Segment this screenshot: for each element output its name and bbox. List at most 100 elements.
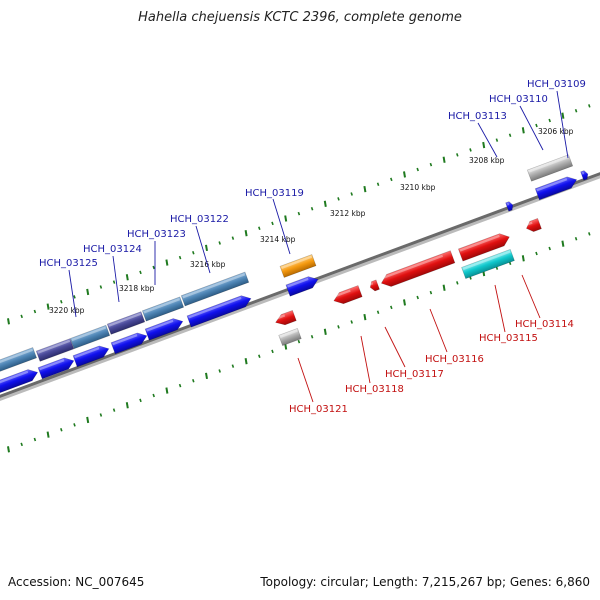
forward-gene-arrow: [0, 369, 39, 394]
tick-mark: [508, 133, 512, 137]
kbp-label: 3206 kbp: [538, 127, 574, 136]
gene-label-hch03125: HCH_03125: [39, 258, 98, 269]
feature-box: [0, 347, 37, 373]
tick-mark: [244, 230, 248, 237]
tick-mark: [416, 295, 419, 300]
tick-mark: [99, 285, 103, 289]
leader-line: [494, 284, 506, 333]
feature-box: [180, 271, 250, 307]
feature-box: [141, 296, 185, 322]
gene-label-hch03121: HCH_03121: [289, 404, 348, 415]
gene-label-hch03118: HCH_03118: [345, 384, 404, 395]
forward-gene-arrow: [110, 332, 148, 355]
forward-gene-arrow: [285, 276, 319, 297]
kbp-label: 3214 kbp: [260, 235, 296, 244]
tick-mark: [139, 398, 142, 403]
tick-mark: [495, 138, 499, 142]
tick-mark: [442, 156, 446, 163]
forward-gene-arrow: [37, 357, 75, 380]
tick-mark: [60, 427, 63, 432]
gene-label-hch03119: HCH_03119: [245, 188, 304, 199]
tick-mark: [46, 431, 50, 438]
tick-mark: [403, 171, 406, 178]
tick-mark: [416, 167, 419, 172]
feature-box: [279, 254, 317, 278]
tick-mark: [231, 236, 235, 240]
tick-mark: [521, 255, 525, 262]
tick-mark: [165, 259, 169, 266]
reverse-gene-arrow: [369, 279, 380, 292]
tick-mark: [192, 379, 195, 383]
tick-mark: [20, 314, 23, 319]
tick-mark: [574, 109, 578, 113]
tick-mark: [429, 290, 433, 295]
tick-mark: [588, 104, 591, 108]
feature-box: [526, 154, 574, 182]
tick-mark: [46, 303, 50, 310]
kbp-label: 3210 kbp: [400, 183, 436, 192]
tick-mark: [363, 185, 367, 193]
tick-mark: [139, 270, 142, 275]
feature-box: [106, 311, 146, 335]
tick-mark: [376, 182, 380, 186]
tick-mark: [7, 318, 10, 325]
features: [0, 154, 589, 394]
gene-label-hch03113: HCH_03113: [448, 111, 507, 122]
tick-mark: [521, 127, 525, 134]
forward-gene-arrow: [505, 201, 514, 212]
kbp-label: 3220 kbp: [49, 306, 85, 315]
tick-mark: [165, 387, 169, 394]
tick-mark: [218, 241, 221, 245]
tick-mark: [258, 226, 261, 231]
tick-mark: [337, 325, 340, 329]
tick-mark: [535, 251, 538, 256]
leader-line: [519, 105, 544, 151]
tick-mark: [7, 446, 10, 453]
tick-mark: [588, 232, 591, 236]
leader-line: [384, 326, 406, 368]
tick-mark: [271, 221, 274, 226]
tick-mark: [112, 280, 116, 284]
tick-mark: [297, 339, 301, 344]
leader-line: [360, 335, 371, 384]
leader-line: [272, 198, 291, 255]
gene-label-hch03122: HCH_03122: [170, 214, 229, 225]
tick-mark: [350, 320, 353, 324]
gene-label-hch03114: HCH_03114: [515, 319, 574, 330]
tick-mark: [403, 299, 406, 306]
tick-mark: [548, 118, 551, 123]
feature-box: [461, 248, 515, 280]
forward-gene-arrow: [534, 176, 578, 201]
feature-box: [35, 338, 75, 362]
tick-mark: [125, 274, 129, 281]
leader-line: [112, 255, 120, 303]
tick-mark: [33, 437, 37, 442]
feature-box: [278, 327, 302, 347]
tick-mark: [323, 328, 327, 335]
gene-label-hch03117: HCH_03117: [385, 369, 444, 380]
forward-gene-arrow: [144, 318, 184, 341]
feature-box: [69, 324, 111, 350]
tick-mark: [192, 251, 195, 255]
forward-gene-arrow: [580, 170, 589, 181]
tick-mark: [574, 237, 578, 241]
tick-mark: [390, 305, 393, 310]
genome-stats-text: Topology: circular; Length: 7,215,267 bp…: [260, 575, 590, 589]
tick-mark: [561, 240, 565, 247]
tick-mark: [456, 153, 459, 157]
tick-mark: [205, 244, 208, 252]
gene-labels: HCH_03109 HCH_03110 HCH_03113 HCH_03119 …: [39, 79, 586, 415]
tick-mark: [112, 408, 116, 412]
kbp-label: 3208 kbp: [469, 156, 505, 165]
tick-mark: [73, 423, 76, 427]
leader-line: [195, 225, 211, 274]
tick-mark: [60, 299, 63, 304]
leader-line: [429, 308, 448, 353]
genome-title: Hahella chejuensis KCTC 2396, complete g…: [138, 10, 462, 25]
reverse-gene-arrow: [333, 285, 363, 305]
kbp-label: 3218 kbp: [119, 284, 155, 293]
tick-mark: [20, 442, 23, 447]
tick-mark: [218, 369, 221, 373]
tick-mark: [33, 309, 37, 314]
